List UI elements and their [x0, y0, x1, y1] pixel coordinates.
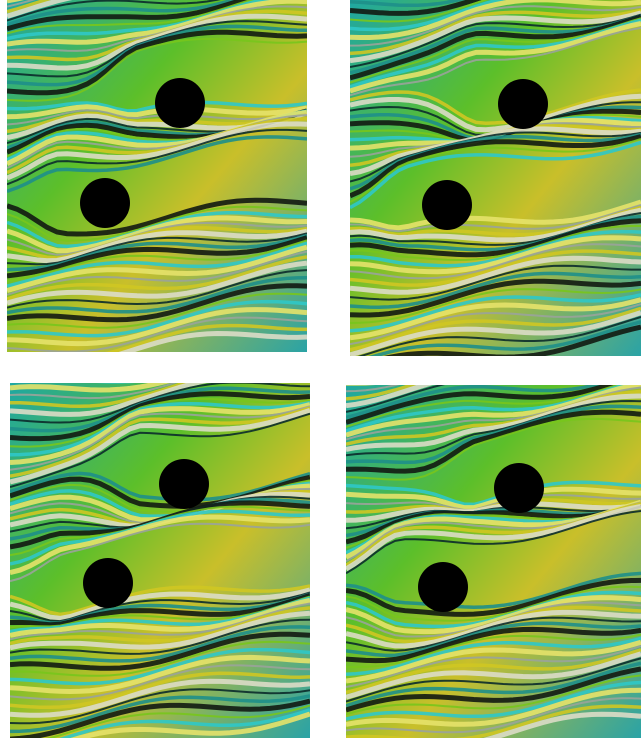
panel-background [7, 0, 307, 352]
cylinder [80, 178, 130, 228]
flow-panel [346, 333, 641, 738]
cylinder [83, 558, 133, 608]
cylinder [159, 459, 209, 509]
flow-figure [0, 0, 641, 738]
page: (() => { JSON.parse(document.getElementB… [0, 0, 641, 738]
cylinder [422, 180, 472, 230]
cylinder [498, 79, 548, 129]
flow-panel [7, 0, 307, 368]
streak [10, 348, 310, 382]
flow-panel [350, 0, 641, 368]
cylinder [418, 562, 468, 612]
cylinder [155, 78, 205, 128]
cylinder [494, 463, 544, 513]
flow-panel [10, 319, 310, 738]
